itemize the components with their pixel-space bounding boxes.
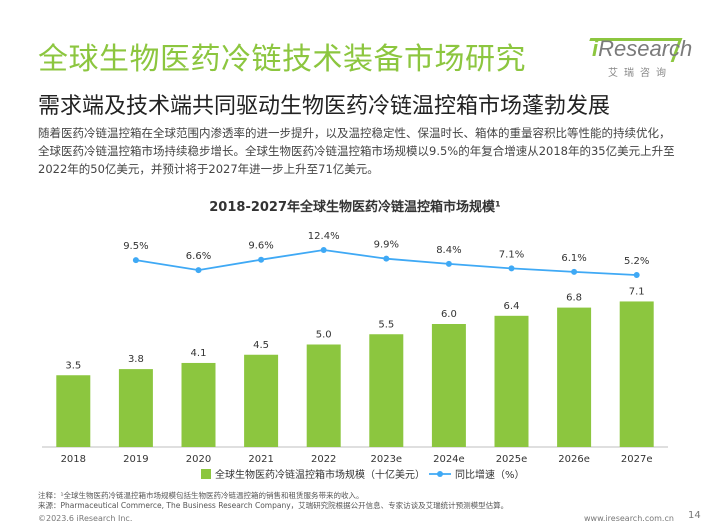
x-tick-2023e: 2023e [370,454,402,465]
x-tick-2027e: 2027e [621,454,653,465]
x-tick-2026e: 2026e [558,454,590,465]
bar-2022 [306,344,341,447]
bar-label-2022: 5.0 [316,330,332,341]
copyright-text: ©2023.6 iResearch Inc. [38,514,133,523]
growth-point-2024e [445,260,452,267]
page-number: 14 [688,510,701,521]
chart-title: 2018-2027年全球生物医药冷链温控箱市场规模¹ [209,199,500,215]
page-subtitle: 需求端及技术端共同驱动生物医药冷链温控箱市场蓬勃发展 [38,94,611,119]
growth-label-2022: 12.4% [308,231,340,242]
growth-point-2025e [508,265,515,272]
legend-line-marker [437,471,443,477]
x-tick-2024e: 2024e [433,454,465,465]
bar-2023e [369,334,404,447]
logo-research: Research [598,36,693,61]
logo-chinese-name: 艾瑞咨询 [608,68,672,79]
growth-point-2019 [132,257,139,264]
growth-label-2026e: 6.1% [561,253,586,264]
notes-block: 注释：¹全球生物医药冷链温控箱市场规模包括生物医药冷链温控箱的销售和租赁服务带来… [38,491,678,511]
x-tick-2021: 2021 [248,454,273,465]
bar-2024e [431,324,466,447]
bar-label-2027e: 7.1 [629,286,645,297]
bar-2025e [494,315,529,447]
chart-note: 注释：¹全球生物医药冷链温控箱市场规模包括生物医药冷链温控箱的销售和租赁服务带来… [38,491,364,500]
bar-2027e [619,301,654,447]
x-tick-2018: 2018 [61,454,86,465]
legend-line-label: 同比增速（%） [455,468,525,481]
logo-wordmark: iResearch [592,36,692,62]
growth-label-2025e: 7.1% [499,249,524,260]
bar-label-2023e: 5.5 [378,319,394,330]
bar-2021 [244,354,279,447]
legend-bar-swatch [201,469,211,479]
bar-2019 [118,369,153,447]
growth-point-2022 [320,247,327,253]
bar-2020 [181,362,216,447]
website-link[interactable]: www.iresearch.com.cn [584,514,674,523]
growth-point-2023e [383,255,390,262]
bar-label-2018: 3.5 [65,360,81,371]
bar-2026e [557,307,592,447]
bar-label-2021: 4.5 [253,340,269,351]
growth-point-2027e [633,272,640,278]
bar-label-2020: 4.1 [191,348,207,359]
iresearch-logo: iResearch 艾瑞咨询 [581,36,692,82]
growth-point-2026e [571,268,578,275]
bar-label-2019: 3.8 [128,354,144,365]
legend-bar-label: 全球生物医药冷链温控箱市场规模（十亿美元） [215,468,425,481]
bar-label-2024e: 6.0 [441,309,457,320]
page-title: 全球生物医药冷链技术装备市场研究 [38,42,526,77]
growth-label-2019: 9.5% [123,241,148,252]
x-tick-2025e: 2025e [496,454,528,465]
bar-2018 [56,375,91,447]
growth-label-2021: 9.6% [248,241,273,252]
growth-label-2020: 6.6% [186,251,211,262]
bar-label-2025e: 6.4 [504,301,520,312]
x-tick-2019: 2019 [123,454,148,465]
growth-point-2020 [195,267,202,274]
growth-label-2024e: 8.4% [436,245,461,256]
chart-source: 来源：Pharmaceutical Commerce, The Business… [38,501,509,510]
bar-label-2026e: 6.8 [566,293,582,304]
growth-label-2027e: 5.2% [624,256,649,267]
logo-i: i [592,36,599,61]
growth-point-2021 [258,256,265,263]
x-tick-2022: 2022 [311,454,336,465]
x-tick-2020: 2020 [186,454,211,465]
growth-label-2023e: 9.9% [374,240,399,251]
summary-paragraph: 随着医药冷链温控箱在全球范围内渗透率的进一步提升，以及温控稳定性、保温时长、箱体… [38,126,675,176]
